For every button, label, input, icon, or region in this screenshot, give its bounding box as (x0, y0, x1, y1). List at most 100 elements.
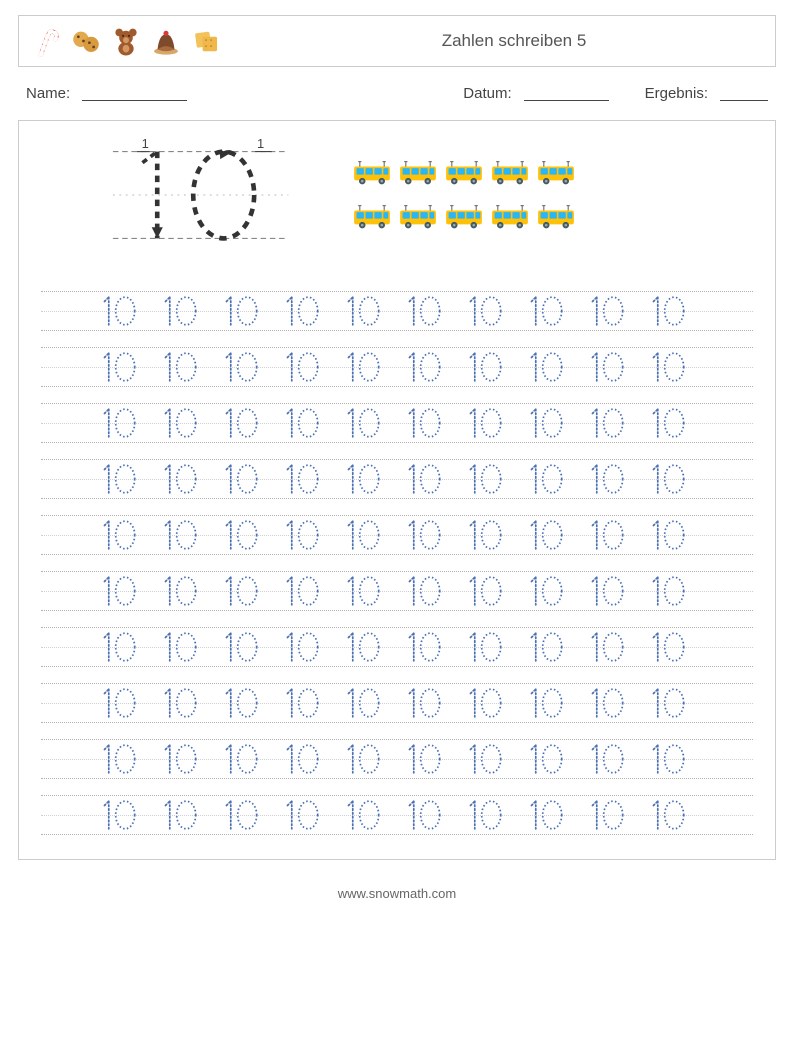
trace-number-10[interactable] (345, 293, 383, 329)
trace-number-10[interactable] (223, 461, 261, 497)
trace-number-10[interactable] (650, 741, 688, 777)
trace-number-10[interactable] (650, 685, 688, 721)
trace-number-10[interactable] (467, 405, 505, 441)
trace-number-10[interactable] (589, 797, 627, 833)
trace-number-10[interactable] (589, 293, 627, 329)
trace-number-10[interactable] (345, 741, 383, 777)
trace-number-10[interactable] (589, 629, 627, 665)
trace-number-10[interactable] (650, 461, 688, 497)
trace-number-10[interactable] (162, 349, 200, 385)
trace-number-10[interactable] (406, 349, 444, 385)
trace-number-10[interactable] (284, 573, 322, 609)
trace-number-10[interactable] (589, 461, 627, 497)
trace-number-10[interactable] (528, 517, 566, 553)
trace-number-10[interactable] (162, 573, 200, 609)
trace-number-10[interactable] (223, 517, 261, 553)
trace-number-10[interactable] (528, 685, 566, 721)
trace-number-10[interactable] (284, 349, 322, 385)
trace-number-10[interactable] (406, 685, 444, 721)
trace-number-10[interactable] (406, 517, 444, 553)
trace-number-10[interactable] (223, 685, 261, 721)
trace-number-10[interactable] (345, 629, 383, 665)
trace-number-10[interactable] (589, 573, 627, 609)
trace-number-10[interactable] (162, 685, 200, 721)
trace-number-10[interactable] (467, 349, 505, 385)
trace-number-10[interactable] (467, 685, 505, 721)
trace-number-10[interactable] (467, 797, 505, 833)
trace-number-10[interactable] (162, 517, 200, 553)
trace-number-10[interactable] (101, 349, 139, 385)
trace-number-10[interactable] (467, 517, 505, 553)
trace-number-10[interactable] (162, 405, 200, 441)
trace-number-10[interactable] (162, 293, 200, 329)
trace-number-10[interactable] (589, 685, 627, 721)
trace-number-10[interactable] (101, 461, 139, 497)
trace-number-10[interactable] (284, 517, 322, 553)
trace-number-10[interactable] (101, 573, 139, 609)
trace-number-10[interactable] (467, 629, 505, 665)
trace-number-10[interactable] (101, 517, 139, 553)
trace-number-10[interactable] (467, 741, 505, 777)
trace-number-10[interactable] (101, 629, 139, 665)
trace-number-10[interactable] (284, 293, 322, 329)
trace-number-10[interactable] (650, 349, 688, 385)
trace-number-10[interactable] (345, 797, 383, 833)
trace-number-10[interactable] (284, 797, 322, 833)
trace-number-10[interactable] (223, 573, 261, 609)
trace-number-10[interactable] (406, 629, 444, 665)
trace-number-10[interactable] (406, 405, 444, 441)
trace-number-10[interactable] (528, 629, 566, 665)
trace-number-10[interactable] (284, 741, 322, 777)
trace-number-10[interactable] (101, 797, 139, 833)
trace-number-10[interactable] (345, 573, 383, 609)
name-blank[interactable] (82, 85, 187, 101)
trace-number-10[interactable] (406, 461, 444, 497)
trace-number-10[interactable] (284, 629, 322, 665)
trace-number-10[interactable] (528, 405, 566, 441)
trace-number-10[interactable] (589, 741, 627, 777)
trace-number-10[interactable] (406, 293, 444, 329)
trace-number-10[interactable] (223, 293, 261, 329)
trace-number-10[interactable] (101, 405, 139, 441)
trace-number-10[interactable] (589, 405, 627, 441)
trace-number-10[interactable] (528, 573, 566, 609)
trace-number-10[interactable] (345, 685, 383, 721)
trace-number-10[interactable] (406, 741, 444, 777)
trace-number-10[interactable] (101, 741, 139, 777)
trace-number-10[interactable] (223, 405, 261, 441)
result-blank[interactable] (720, 85, 768, 101)
trace-number-10[interactable] (650, 405, 688, 441)
trace-number-10[interactable] (345, 461, 383, 497)
trace-number-10[interactable] (589, 517, 627, 553)
trace-number-10[interactable] (589, 349, 627, 385)
trace-number-10[interactable] (406, 573, 444, 609)
trace-number-10[interactable] (223, 797, 261, 833)
trace-number-10[interactable] (528, 461, 566, 497)
trace-number-10[interactable] (467, 293, 505, 329)
trace-number-10[interactable] (162, 461, 200, 497)
trace-number-10[interactable] (345, 517, 383, 553)
trace-number-10[interactable] (284, 685, 322, 721)
trace-number-10[interactable] (162, 741, 200, 777)
trace-number-10[interactable] (162, 629, 200, 665)
trace-number-10[interactable] (101, 685, 139, 721)
trace-number-10[interactable] (650, 629, 688, 665)
trace-number-10[interactable] (650, 797, 688, 833)
trace-number-10[interactable] (223, 629, 261, 665)
trace-number-10[interactable] (284, 461, 322, 497)
trace-number-10[interactable] (406, 797, 444, 833)
trace-number-10[interactable] (467, 573, 505, 609)
trace-number-10[interactable] (650, 293, 688, 329)
trace-number-10[interactable] (650, 573, 688, 609)
trace-number-10[interactable] (345, 349, 383, 385)
trace-number-10[interactable] (650, 517, 688, 553)
trace-number-10[interactable] (528, 293, 566, 329)
trace-number-10[interactable] (162, 797, 200, 833)
trace-number-10[interactable] (101, 293, 139, 329)
trace-number-10[interactable] (528, 797, 566, 833)
trace-number-10[interactable] (528, 349, 566, 385)
trace-number-10[interactable] (223, 741, 261, 777)
trace-number-10[interactable] (528, 741, 566, 777)
trace-number-10[interactable] (284, 405, 322, 441)
trace-number-10[interactable] (467, 461, 505, 497)
